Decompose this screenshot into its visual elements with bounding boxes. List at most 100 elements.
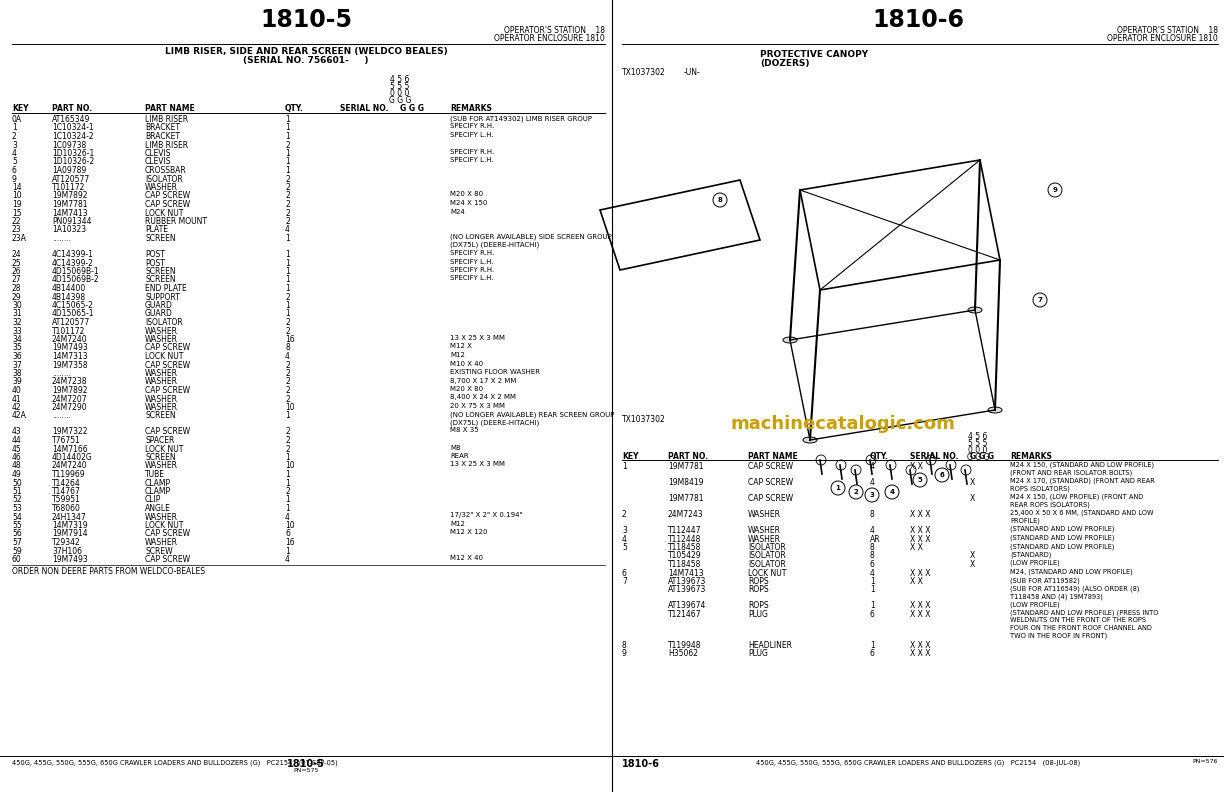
Text: 14M7166: 14M7166 [51, 444, 88, 454]
Text: LIMB RISER: LIMB RISER [144, 140, 188, 150]
Text: OPERATOR'S STATION    18: OPERATOR'S STATION 18 [504, 26, 605, 35]
Text: PLUG: PLUG [748, 649, 767, 658]
Text: ROPS: ROPS [748, 585, 769, 595]
Text: T112448: T112448 [668, 535, 701, 543]
Text: 450G, 455G, 550G, 555G, 650G CRAWLER LOADERS AND BULLDOZERS (G)   PC2154   (07-S: 450G, 455G, 550G, 555G, 650G CRAWLER LOA… [12, 759, 338, 766]
Text: SCREEN: SCREEN [144, 276, 175, 284]
Text: 4 5 6: 4 5 6 [968, 432, 988, 441]
Text: (STANDARD AND LOW PROFILE): (STANDARD AND LOW PROFILE) [1010, 526, 1115, 532]
Text: 2: 2 [285, 360, 290, 370]
Text: (NO LONGER AVAILABLE) REAR SCREEN GROUP: (NO LONGER AVAILABLE) REAR SCREEN GROUP [450, 412, 614, 418]
Circle shape [1033, 293, 1047, 307]
Text: M8 X 35: M8 X 35 [450, 428, 479, 433]
Text: PN091344: PN091344 [51, 217, 92, 226]
Text: 2: 2 [285, 394, 290, 403]
Text: 41: 41 [12, 394, 22, 403]
Text: 56: 56 [12, 530, 22, 539]
Text: 24M7290: 24M7290 [51, 403, 88, 412]
Text: 5: 5 [622, 543, 627, 552]
Text: 4: 4 [870, 569, 875, 577]
Text: 1810-6: 1810-6 [622, 759, 660, 769]
Text: 4D15065-1: 4D15065-1 [51, 310, 94, 318]
Text: 1: 1 [285, 132, 290, 141]
Text: (STANDARD AND LOW PROFILE): (STANDARD AND LOW PROFILE) [1010, 535, 1115, 541]
Text: X: X [969, 560, 976, 569]
Text: LOCK NUT: LOCK NUT [748, 569, 786, 577]
Text: 42A: 42A [12, 412, 27, 421]
Text: LOCK NUT: LOCK NUT [144, 352, 184, 361]
Text: X X: X X [909, 577, 923, 586]
Text: 1: 1 [285, 284, 290, 293]
Text: POST: POST [144, 258, 165, 268]
Text: 25,400 X 50 X 6 MM, (STANDARD AND LOW: 25,400 X 50 X 6 MM, (STANDARD AND LOW [1010, 510, 1153, 516]
Text: PART NO.: PART NO. [51, 104, 92, 113]
Text: 1: 1 [285, 250, 290, 259]
Circle shape [865, 488, 879, 502]
Text: 13 X 25 X 3 MM: 13 X 25 X 3 MM [450, 335, 506, 341]
Text: LOCK NUT: LOCK NUT [144, 208, 184, 218]
Text: CLAMP: CLAMP [144, 487, 171, 496]
Text: SPECIFY L.H.: SPECIFY L.H. [450, 132, 493, 138]
Text: 26: 26 [12, 267, 22, 276]
Text: 48: 48 [12, 462, 22, 470]
Text: AT139674: AT139674 [668, 601, 706, 611]
Text: (SUB FOR AT149302) LIMB RISER GROUP: (SUB FOR AT149302) LIMB RISER GROUP [450, 115, 592, 121]
Text: 4C14399-1: 4C14399-1 [51, 250, 94, 259]
Text: 1: 1 [285, 158, 290, 166]
Text: 2: 2 [285, 487, 290, 496]
Text: KEY: KEY [622, 452, 639, 461]
Text: 10: 10 [285, 521, 295, 530]
Text: X: X [969, 494, 976, 503]
Text: X X X: X X X [909, 610, 930, 619]
Text: FOUR ON THE FRONT ROOF CHANNEL AND: FOUR ON THE FRONT ROOF CHANNEL AND [1010, 625, 1152, 631]
Text: (SUB FOR AT116549) (ALSO ORDER (8): (SUB FOR AT116549) (ALSO ORDER (8) [1010, 585, 1140, 592]
Text: 2: 2 [12, 132, 17, 141]
Text: SPECIFY R.H.: SPECIFY R.H. [450, 267, 494, 273]
Ellipse shape [803, 437, 816, 443]
Text: (STANDARD AND LOW PROFILE) (PRESS INTO: (STANDARD AND LOW PROFILE) (PRESS INTO [1010, 610, 1158, 616]
Text: T14264: T14264 [51, 478, 81, 488]
Text: WASHER: WASHER [144, 394, 177, 403]
Text: PART NO.: PART NO. [668, 452, 709, 461]
Text: 53: 53 [12, 504, 22, 513]
Text: LOCK NUT: LOCK NUT [144, 444, 184, 454]
Text: 1: 1 [870, 601, 875, 611]
Text: 24M7240: 24M7240 [51, 462, 88, 470]
Text: 1810-6: 1810-6 [871, 8, 965, 32]
Text: 1: 1 [285, 310, 290, 318]
Text: CAP SCREW: CAP SCREW [144, 200, 190, 209]
Text: WASHER: WASHER [144, 462, 177, 470]
Text: M12: M12 [450, 521, 465, 527]
Text: T119948: T119948 [668, 641, 701, 650]
Text: 4: 4 [870, 526, 875, 535]
Ellipse shape [968, 307, 982, 313]
Text: SPACER: SPACER [144, 436, 174, 445]
Text: 33: 33 [12, 326, 22, 336]
Text: 6: 6 [870, 649, 875, 658]
Text: 6: 6 [940, 472, 945, 478]
Text: 3: 3 [869, 492, 874, 498]
Text: 1A09789: 1A09789 [51, 166, 86, 175]
Text: 45: 45 [12, 444, 22, 454]
Text: PLUG: PLUG [748, 610, 767, 619]
Text: 2: 2 [285, 386, 290, 395]
Text: 6: 6 [622, 569, 627, 577]
Text: (FRONT AND REAR ISOLATOR BOLTS): (FRONT AND REAR ISOLATOR BOLTS) [1010, 470, 1132, 476]
Text: 57: 57 [12, 538, 22, 547]
Text: CAP SCREW: CAP SCREW [144, 530, 190, 539]
Text: 1: 1 [285, 234, 290, 243]
Text: SPECIFY R.H.: SPECIFY R.H. [450, 149, 494, 155]
Text: 2: 2 [285, 326, 290, 336]
Text: REMARKS: REMARKS [1010, 452, 1051, 461]
Text: X X X: X X X [909, 641, 930, 650]
Text: 2: 2 [285, 378, 290, 386]
Text: 40: 40 [12, 386, 22, 395]
Text: CAP SCREW: CAP SCREW [748, 478, 793, 487]
Text: WASHER: WASHER [748, 510, 781, 519]
Text: T76751: T76751 [51, 436, 81, 445]
Text: CAP SCREW: CAP SCREW [144, 428, 190, 436]
Text: M12 X 120: M12 X 120 [450, 530, 487, 535]
Text: 1: 1 [285, 504, 290, 513]
Text: M12 X: M12 X [450, 344, 472, 349]
Text: X X X: X X X [909, 510, 930, 519]
